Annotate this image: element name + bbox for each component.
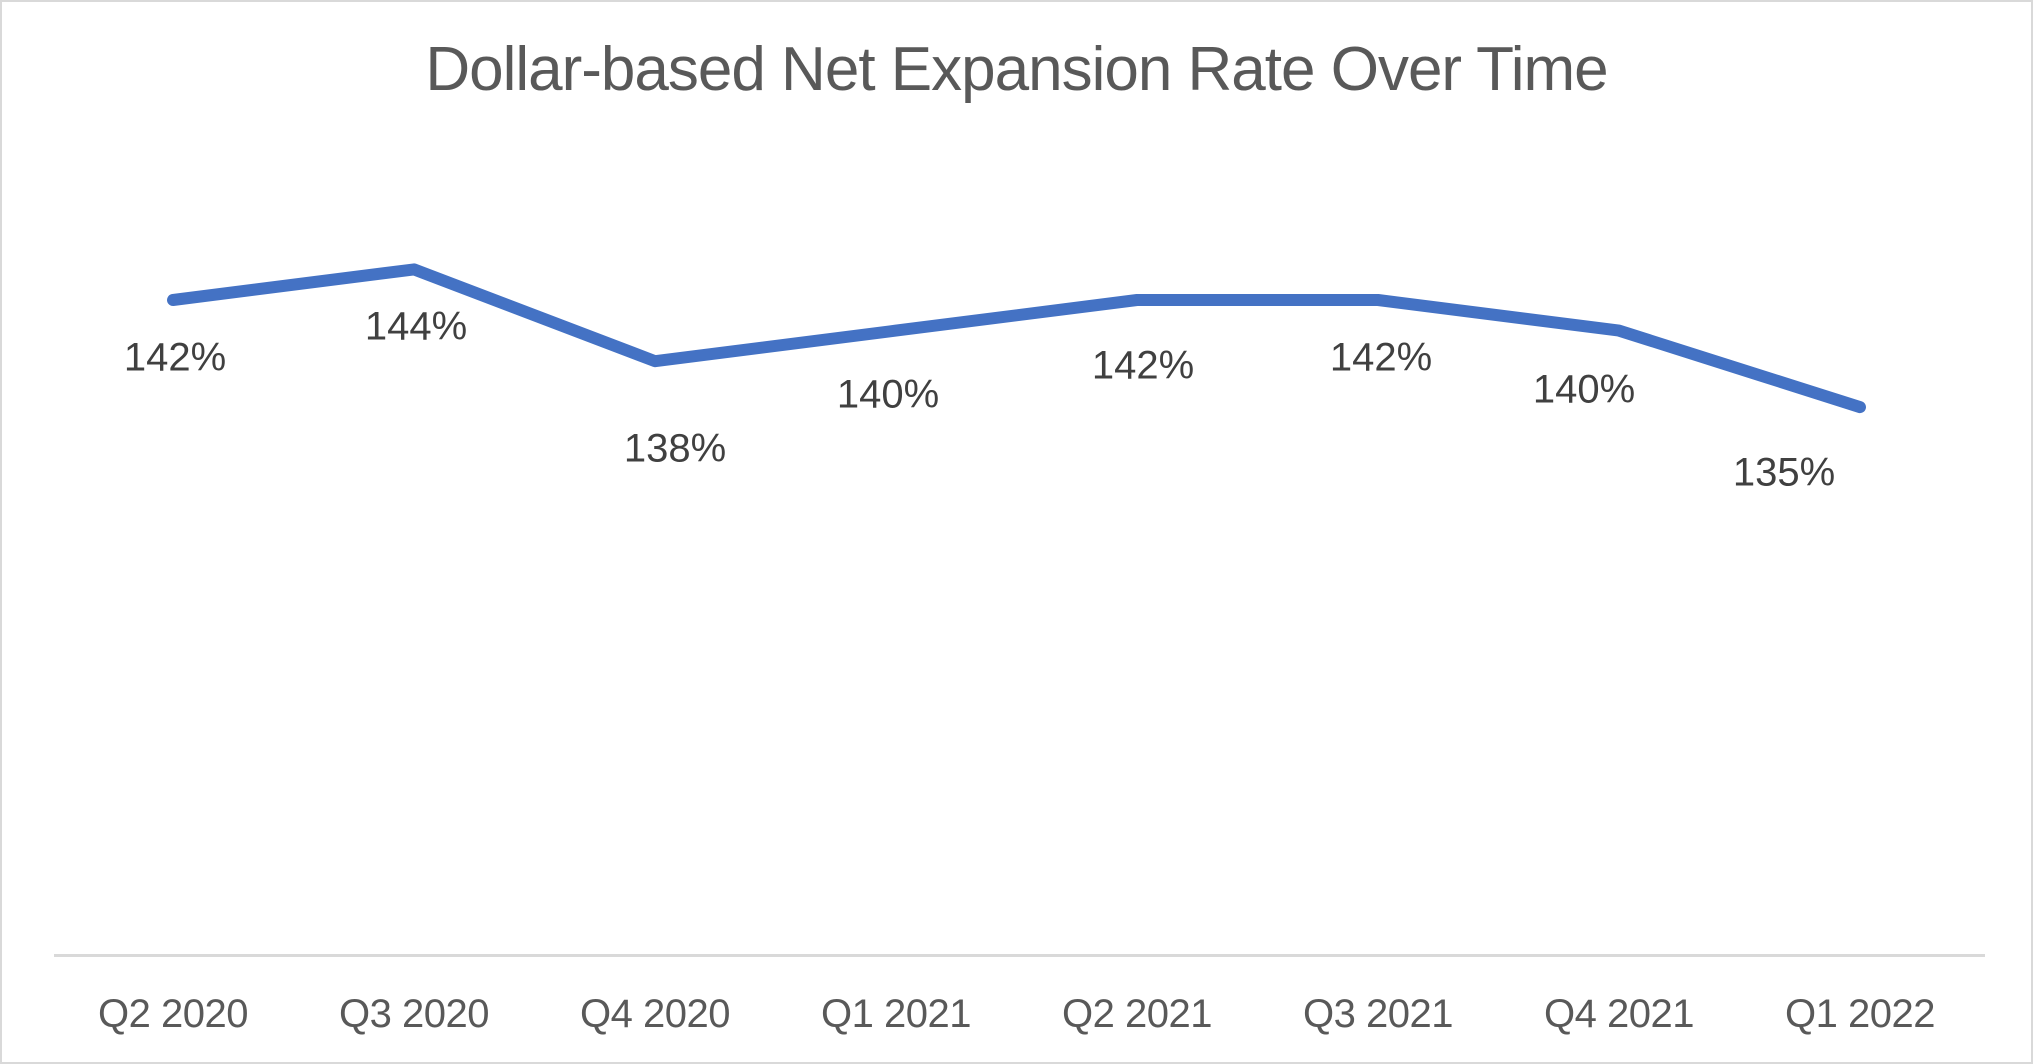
- x-axis-label: Q3 2021: [1303, 992, 1453, 1036]
- data-label: 144%: [364, 304, 468, 349]
- x-axis-label: Q4 2021: [1544, 992, 1694, 1036]
- x-axis-label: Q3 2020: [339, 992, 489, 1036]
- data-label: 135%: [1732, 450, 1836, 495]
- data-label: 138%: [623, 426, 727, 471]
- data-label: 142%: [123, 335, 227, 380]
- x-axis-label: Q4 2020: [580, 992, 730, 1036]
- x-axis-label: Q1 2021: [821, 992, 971, 1036]
- data-label: 140%: [836, 372, 940, 417]
- x-axis-label: Q1 2022: [1785, 992, 1935, 1036]
- data-label: 140%: [1532, 367, 1636, 412]
- x-axis-label: Q2 2020: [98, 992, 248, 1036]
- x-axis-line: [54, 954, 1985, 957]
- x-axis-label: Q2 2021: [1062, 992, 1212, 1036]
- series-line: [167, 263, 1866, 414]
- chart-title: Dollar-based Net Expansion Rate Over Tim…: [425, 35, 1608, 104]
- data-label: 142%: [1329, 335, 1433, 380]
- data-label: 142%: [1091, 343, 1195, 388]
